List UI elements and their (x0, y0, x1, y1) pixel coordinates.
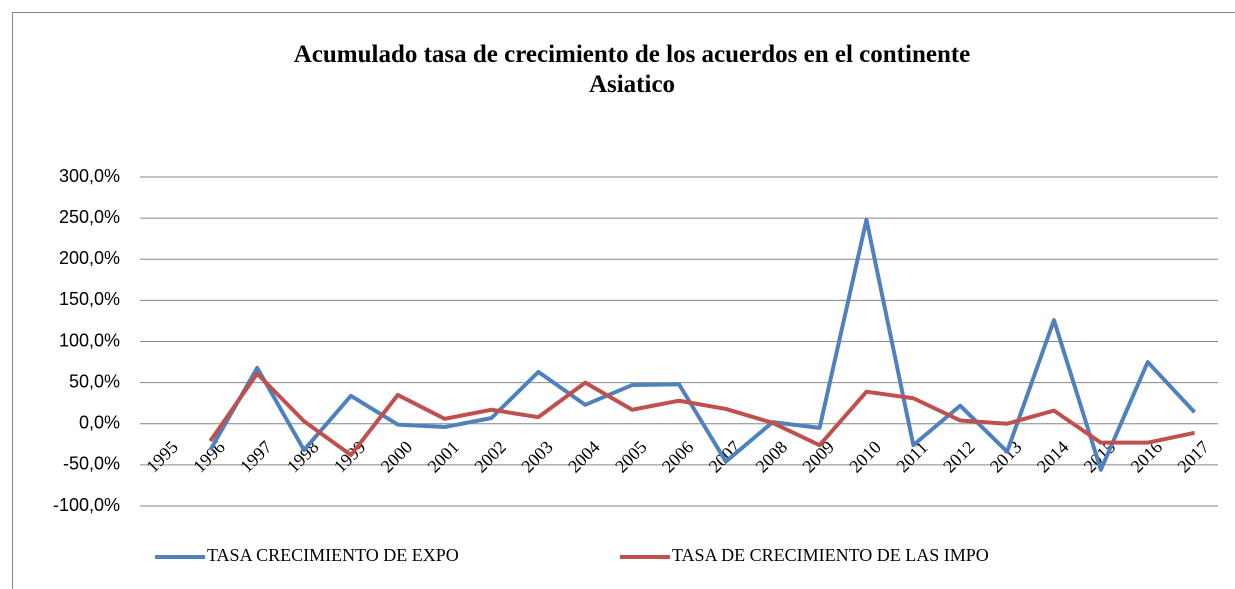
legend-label: TASA DE CRECIMIENTO DE LAS IMPO (672, 545, 989, 565)
y-tick-label: 250,0% (59, 207, 120, 227)
y-tick-label: 0,0% (79, 413, 120, 433)
x-tick-label: 2002 (470, 437, 510, 477)
x-tick-label: 2014 (1033, 437, 1073, 477)
x-tick-label: 2010 (845, 437, 885, 477)
x-tick-label: 2012 (939, 437, 979, 477)
x-tick-label: 1995 (142, 437, 182, 477)
y-tick-label: 200,0% (59, 248, 120, 268)
series-line (208, 371, 1195, 458)
x-tick-label: 2004 (564, 437, 604, 477)
legend-label: TASA CRECIMIENTO DE EXPO (207, 545, 459, 565)
x-tick-label: 1998 (283, 437, 323, 477)
x-tick-label: 2000 (377, 437, 417, 477)
x-tick-label: 2008 (752, 437, 792, 477)
y-tick-label: 50,0% (69, 371, 120, 391)
x-tick-label: 2005 (611, 437, 651, 477)
y-tick-label: 150,0% (59, 289, 120, 309)
x-tick-label: 1997 (236, 437, 276, 477)
y-tick-label: -50,0% (63, 454, 120, 474)
x-tick-label: 2001 (424, 437, 464, 477)
y-tick-label: 100,0% (59, 330, 120, 350)
chart-frame (12, 12, 1235, 589)
chart-title: Acumulado tasa de crecimiento de los acu… (293, 41, 971, 98)
x-tick-label: 1996 (189, 437, 229, 477)
x-tick-label: 2003 (517, 437, 557, 477)
x-tick-label: 2017 (1173, 437, 1213, 477)
y-tick-label: 300,0% (59, 166, 120, 186)
x-tick-label: 2006 (658, 437, 698, 477)
x-tick-label: 2013 (986, 437, 1026, 477)
y-tick-label: -100,0% (53, 495, 120, 515)
series-line (208, 217, 1197, 472)
